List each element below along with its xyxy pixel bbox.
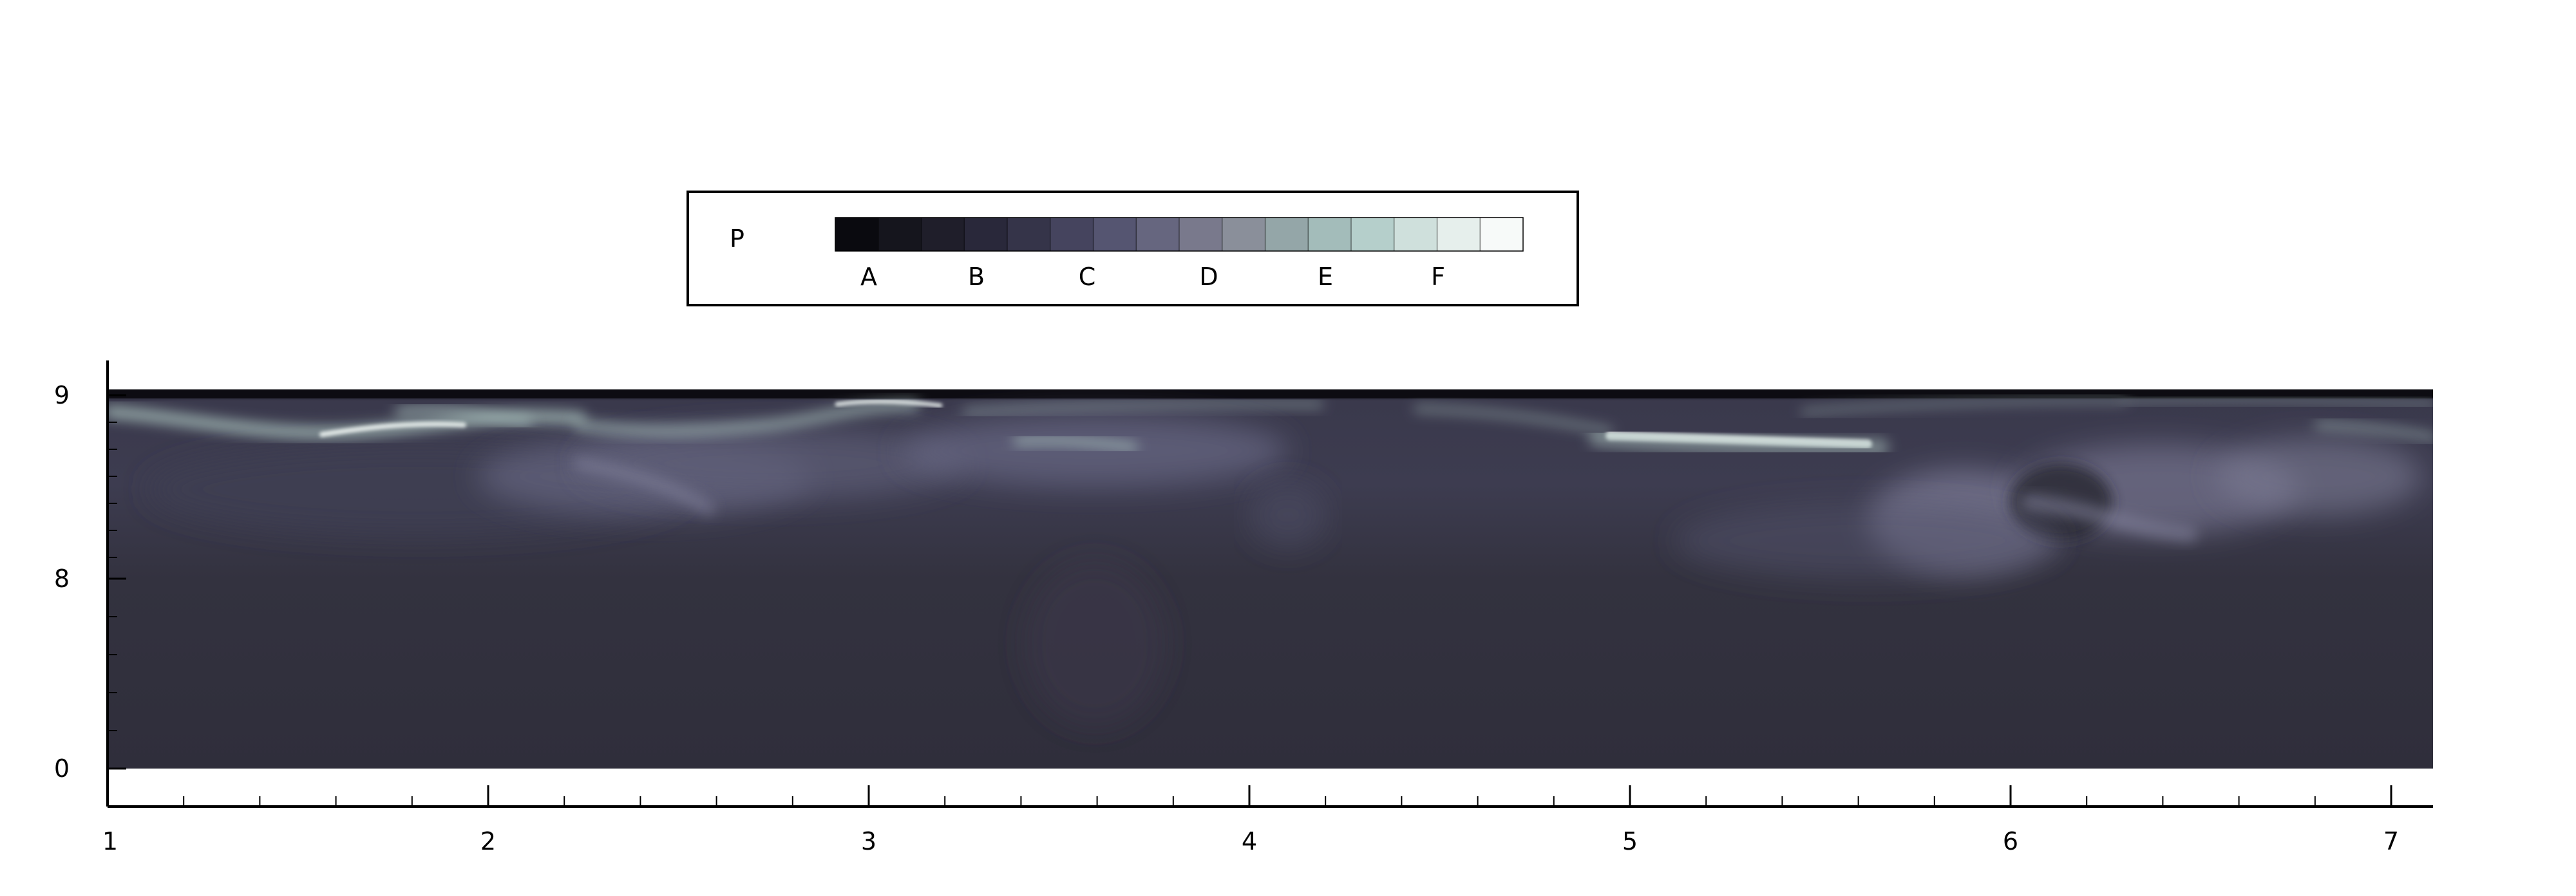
colorbar-tick-label: D (1199, 263, 1218, 291)
field-top-band (108, 389, 2433, 398)
field-streak (1801, 397, 2128, 415)
field-blob (1674, 502, 2061, 579)
colorbar-swatch (1136, 218, 1180, 251)
y-tick-label: 9 (54, 381, 70, 409)
colorbar-swatches (835, 217, 1524, 252)
field-blob (2215, 438, 2421, 515)
colorbar-swatch (1351, 218, 1395, 251)
x-tick-label: 6 (2003, 827, 2018, 855)
y-tick-label: 8 (54, 565, 70, 593)
field-streak (1013, 435, 1138, 452)
colorbar-swatch (964, 218, 1008, 251)
field-blob (1024, 560, 1166, 727)
field-blob (1249, 483, 1327, 547)
colorbar-tick-label: F (1431, 263, 1445, 291)
colorbar-frame (835, 217, 1524, 252)
x-axis-ticks: 1 2 3 4 5 6 7 (102, 785, 2399, 855)
colorbar-tick-label: A (860, 263, 877, 291)
field-blob (902, 415, 1288, 486)
field-streak (395, 406, 533, 426)
field-streak (1414, 406, 1613, 434)
axes: 1 2 3 4 5 6 7 0 8 9 (54, 360, 2433, 855)
colorbar-swatch (921, 218, 965, 251)
x-tick-label: 7 (2383, 827, 2399, 855)
colorbar-swatch (835, 218, 879, 251)
field-streak (2123, 397, 2433, 407)
field-streak (319, 421, 466, 437)
field-streak (2315, 421, 2433, 442)
y-axis-ticks: 0 8 9 (54, 381, 126, 783)
colorbar-swatch (1394, 218, 1437, 251)
colorbar-swatch (1179, 218, 1223, 251)
field-plot (108, 389, 2433, 769)
colorbar-swatch (1050, 218, 1094, 251)
colorbar-swatch (1222, 218, 1265, 251)
y-tick-label: 0 (54, 754, 70, 783)
field-streak (573, 457, 715, 515)
colorbar-legend: P A B C D E F (687, 191, 1579, 306)
colorbar-tick-label: C (1079, 263, 1096, 291)
colorbar-swatch (1007, 218, 1051, 251)
field-streak (2021, 494, 2197, 542)
colorbar-swatch (878, 218, 922, 251)
colorbar-swatch (1480, 218, 1524, 251)
colorbar-swatch (1308, 218, 1352, 251)
colorbar-tick-label: B (968, 263, 985, 291)
x-tick-label: 2 (480, 827, 496, 855)
colorbar-tick-label: E (1318, 263, 1333, 291)
x-tick-label: 1 (102, 827, 118, 855)
field-features (108, 389, 2433, 727)
colorbar-swatch (1437, 218, 1481, 251)
field-streak (835, 399, 943, 408)
field-streak (963, 400, 1323, 415)
field-streak (1589, 429, 1889, 456)
colorbar-swatch (1265, 218, 1309, 251)
field-blob (580, 428, 966, 499)
colorbar-label: P (730, 225, 744, 253)
x-tick-label: 4 (1242, 827, 1257, 855)
colorbar-swatch (1093, 218, 1137, 251)
colorbar-tick-labels: A B C D E F (860, 263, 1445, 291)
x-tick-label: 5 (1622, 827, 1638, 855)
field-streak (574, 400, 920, 436)
x-tick-label: 3 (861, 827, 876, 855)
